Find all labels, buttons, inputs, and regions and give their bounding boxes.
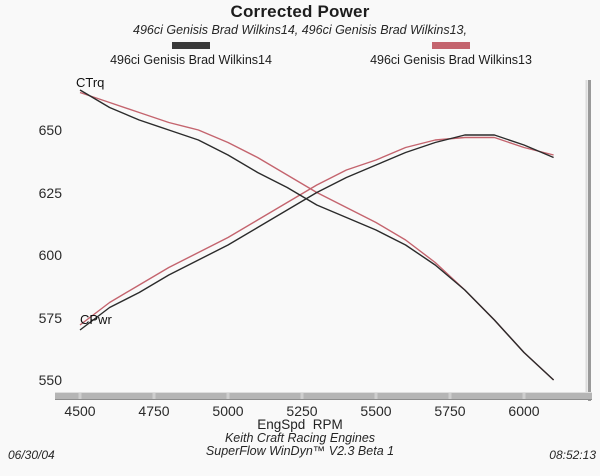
curve-label-ctrq: CTrq — [76, 75, 105, 90]
x-axis-tick — [152, 393, 156, 399]
footer-time: 08:52:13 — [549, 448, 596, 462]
x-axis-label-5250: 5250 — [286, 403, 318, 419]
legend-swatch-wilkins13 — [432, 42, 470, 49]
y-axis-label-575: 575 — [38, 309, 62, 326]
x-axis-label-5750: 5750 — [434, 403, 466, 419]
y-axis-label-625: 625 — [38, 184, 62, 201]
x-axis-title: EngSpd RPM — [257, 417, 343, 432]
x-axis-label-4500: 4500 — [64, 403, 96, 419]
legend-swatch-wilkins14 — [172, 42, 210, 49]
legend-item-wilkins14: 496ci Genisis Brad Wilkins14 — [86, 42, 296, 67]
y-axis-label-600: 600 — [38, 247, 62, 263]
x-axis-label-5000: 5000 — [212, 403, 244, 419]
x-axis-tick — [448, 393, 452, 399]
series-CPwr-Wilkins13 — [79, 136, 554, 326]
footer-date: 06/30/04 — [8, 448, 55, 462]
legend-item-wilkins13: 496ci Genisis Brad Wilkins13 — [346, 42, 556, 67]
x-axis-tick — [78, 393, 82, 399]
footer-software: SuperFlow WinDyn™ V2.3 Beta 1 — [205, 444, 395, 458]
x-axis-tick — [522, 393, 526, 399]
legend-label-wilkins14: 496ci Genisis Brad Wilkins14 — [110, 53, 272, 67]
footer-company: Keith Craft Racing Engines — [224, 431, 376, 445]
series-CTrq-Wilkins14 — [79, 89, 555, 381]
x-axis-label-6000: 6000 — [508, 403, 540, 419]
x-axis-bar — [55, 392, 592, 400]
x-axis-tick — [226, 393, 230, 399]
y-axis-label-650: 650 — [38, 122, 62, 138]
y-axis-label-550: 550 — [38, 372, 62, 388]
x-axis-label-5500: 5500 — [360, 403, 392, 419]
x-axis-tick — [300, 393, 304, 399]
page-title: Corrected Power — [230, 2, 370, 21]
curve-label-cpwr: CPwr — [80, 312, 112, 327]
series-CPwr-Wilkins14 — [79, 134, 554, 331]
x-axis-label-4750: 4750 — [138, 403, 170, 419]
page-subtitle: 496ci Genisis Brad Wilkins14, 496ci Geni… — [133, 23, 467, 37]
x-axis-tick — [374, 393, 378, 399]
legend-label-wilkins13: 496ci Genisis Brad Wilkins13 — [370, 53, 532, 67]
